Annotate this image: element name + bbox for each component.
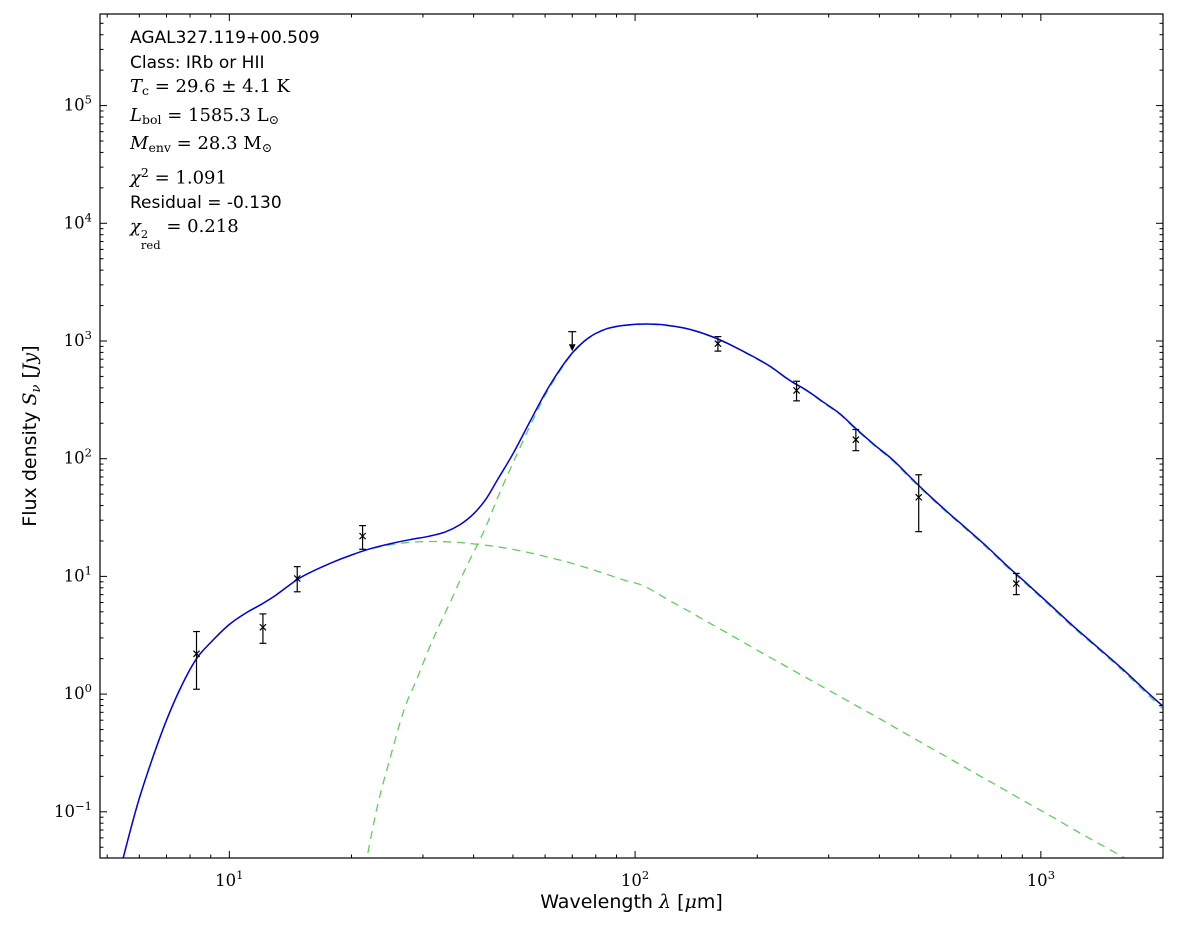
cold-dust-component-curve xyxy=(366,323,1163,858)
x-tick-label: 101 xyxy=(215,868,243,890)
fit-parameters-annotation: AGAL327.119+00.509 Class: IRb or HII Tc = … xyxy=(130,26,320,252)
y-tick-label: 105 xyxy=(64,93,92,115)
upper-limit-arrow-icon xyxy=(568,344,576,352)
data-point xyxy=(259,613,267,644)
annotation-line: Lbol = 1585.3 L⊙ xyxy=(130,104,280,127)
annotation-line: AGAL327.119+00.509 xyxy=(130,28,320,48)
data-point xyxy=(568,331,577,352)
x-axis-label: Wavelength λ [μm] xyxy=(540,891,723,913)
annotation-line: χ 2 red = 0.218 xyxy=(130,216,239,253)
data-point xyxy=(192,630,201,690)
annotation-line: Residual = -0.130 xyxy=(130,192,282,213)
data-point xyxy=(915,474,923,533)
y-tick-label: 100 xyxy=(64,681,92,703)
y-axis-label: Flux density Sν [Jy] xyxy=(19,345,44,526)
y-tick-label: 102 xyxy=(64,446,92,468)
data-point xyxy=(359,525,367,550)
annotation-line: χ2 = 1.091 xyxy=(130,164,227,189)
annotation-line: Tc = 29.6 ± 4.1 K xyxy=(130,76,290,99)
total-model-curve xyxy=(122,323,1163,858)
x-tick-label: 103 xyxy=(1027,868,1055,890)
y-tick-label: 101 xyxy=(64,563,92,585)
data-point xyxy=(714,335,722,352)
axes-frame xyxy=(99,13,1164,859)
data-point xyxy=(852,428,860,452)
model-curves xyxy=(122,323,1163,858)
annotation-line: Menv = 28.3 M⊙ xyxy=(130,133,273,156)
y-tick-label: 10−1 xyxy=(54,799,92,821)
data-points xyxy=(192,331,1020,690)
data-point xyxy=(293,566,301,593)
data-point xyxy=(793,380,801,402)
tick-labels: 101 102 103 10−1 100 101 102 103 104 105 Wavelengt… xyxy=(19,93,1055,913)
warm-dust-component-curve xyxy=(122,540,1126,858)
data-point xyxy=(1012,572,1020,596)
x-tick-label: 102 xyxy=(621,868,649,890)
y-tick-label: 104 xyxy=(64,210,92,232)
annotation-line: Class: IRb or HII xyxy=(130,52,265,73)
y-tick-label: 103 xyxy=(64,328,92,350)
